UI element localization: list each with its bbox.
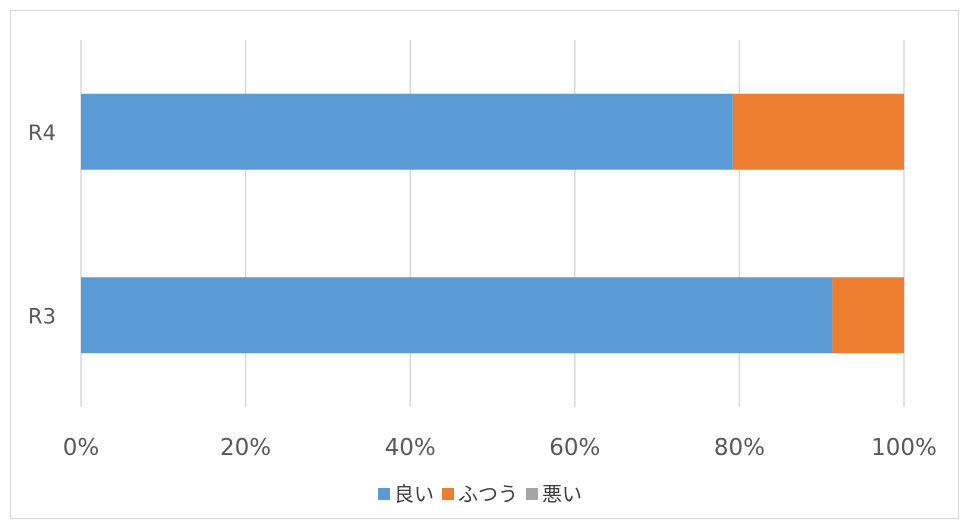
category-labels: R4 R3	[28, 121, 56, 329]
x-tick-label: 40%	[385, 435, 436, 461]
bar-R3-series-1	[832, 277, 904, 354]
legend-swatch	[526, 488, 538, 500]
x-tick-label: 100%	[871, 435, 937, 461]
legend-entry: 良い	[394, 482, 434, 506]
category-label: R3	[28, 304, 56, 328]
x-tick-label: 0%	[63, 435, 100, 461]
x-tick-label: 80%	[714, 435, 765, 461]
category-label: R4	[28, 121, 56, 145]
bar-R4-series-0	[81, 93, 733, 170]
x-tick-label: 20%	[220, 435, 271, 461]
legend-swatch	[378, 488, 390, 500]
legend-swatch	[442, 488, 454, 500]
bars	[81, 93, 904, 354]
legend-entry: ふつう	[458, 482, 518, 506]
x-tick-label: 60%	[549, 435, 600, 461]
legend: 良い ふつう 悪い	[378, 482, 582, 506]
bar-R3-series-0	[81, 277, 833, 354]
legend-entry: 悪い	[542, 482, 582, 506]
bar-R4-series-1	[732, 93, 904, 170]
x-tick-labels: 0% 20% 40% 60% 80% 100%	[63, 435, 937, 461]
